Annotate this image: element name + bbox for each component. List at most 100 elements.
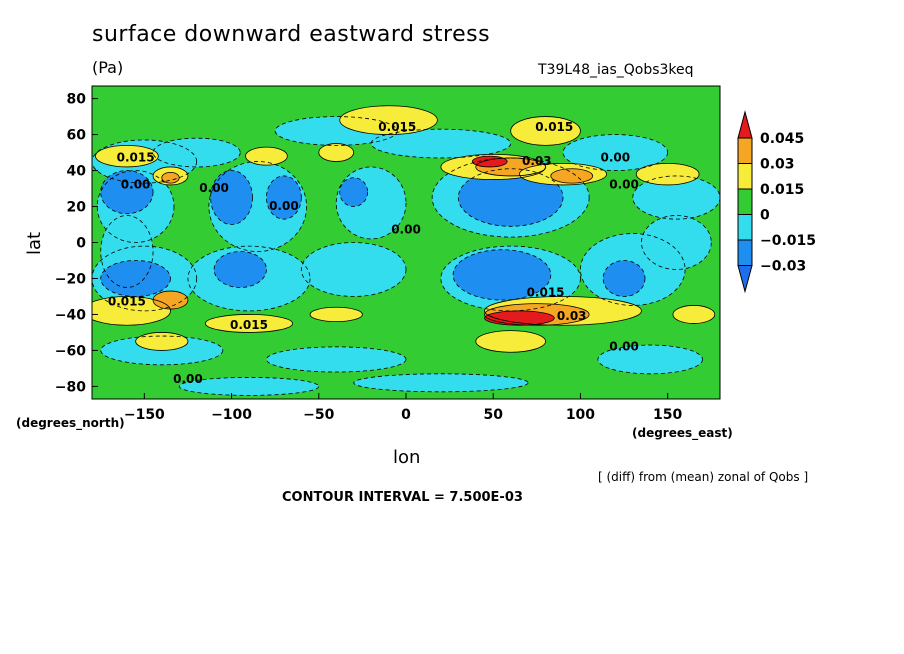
field-region xyxy=(475,330,546,353)
field-region xyxy=(632,175,720,220)
colorbar-segment xyxy=(737,214,753,241)
contour-label: 0.00 xyxy=(609,178,639,192)
field-region xyxy=(453,249,551,301)
contour-line xyxy=(672,305,716,324)
field-region xyxy=(100,260,171,297)
colorbar-bottom-arrow xyxy=(737,265,753,294)
contour-line xyxy=(152,290,189,310)
contour-line xyxy=(135,332,189,351)
contour-line xyxy=(266,346,407,373)
colorbar-segment xyxy=(737,137,753,164)
colorbar-label: 0.03 xyxy=(760,157,795,173)
axes: −150 −100 −50 0 50 100 150 80 60 40 20 0 −20 −40 −60 −8… xyxy=(55,92,683,423)
contour-line xyxy=(370,128,512,159)
contour-line xyxy=(475,157,546,177)
chart-title: surface downward eastward stress xyxy=(92,22,491,47)
contour-label: 0.00 xyxy=(609,339,639,353)
y-tick-label: 0 xyxy=(76,236,86,252)
field-region xyxy=(179,377,319,396)
contour-line xyxy=(562,134,669,171)
x-tick-label: −150 xyxy=(124,407,165,423)
contour-line xyxy=(96,170,175,243)
contour-line xyxy=(100,170,154,215)
x-tick-label: 50 xyxy=(483,407,503,423)
contour-label: 0.03 xyxy=(557,309,587,323)
contour-line xyxy=(440,245,581,312)
contour-label: 0.03 xyxy=(522,154,552,168)
chart-units: (Pa) xyxy=(92,58,124,77)
field-region xyxy=(672,305,715,324)
colorbar-segment xyxy=(737,163,753,190)
contour-line xyxy=(245,146,288,166)
colorbar-label: 0.015 xyxy=(760,182,804,198)
colorbar: 0.045 0.03 0.015 0 −0.015 −0.03 xyxy=(737,110,816,294)
contour-line xyxy=(92,296,171,326)
field-region xyxy=(210,170,253,225)
field-region xyxy=(153,291,188,310)
field-region xyxy=(266,175,302,220)
contour-label: 0.00 xyxy=(391,223,421,237)
y-axis-label: lat xyxy=(24,231,45,255)
contour-line xyxy=(484,303,590,326)
contour-line xyxy=(95,144,159,168)
colorbar-label: −0.03 xyxy=(760,259,806,275)
field-region xyxy=(153,138,241,167)
contour-line xyxy=(152,137,241,168)
contour-line xyxy=(597,344,703,375)
contour-line xyxy=(152,166,189,186)
contour-line xyxy=(335,166,407,240)
x-tick-label: −100 xyxy=(211,407,252,423)
field-region xyxy=(339,105,438,135)
contour-line xyxy=(300,242,407,297)
contour-label: 0.00 xyxy=(199,181,229,195)
contour-label: 0.015 xyxy=(230,318,268,332)
field-region xyxy=(603,260,645,297)
contour-line xyxy=(318,143,355,162)
contour-label: 0.00 xyxy=(121,178,151,192)
contour-label: 0.00 xyxy=(601,151,631,165)
field-region xyxy=(245,147,288,166)
contour-line xyxy=(92,245,198,312)
field-region xyxy=(310,307,363,322)
run-id: T39L48_ias_Qobs3keq xyxy=(538,62,694,78)
contour-line xyxy=(210,170,253,225)
field-region xyxy=(339,177,368,207)
contour-line xyxy=(484,310,555,326)
contour-line xyxy=(550,168,594,184)
contour-line xyxy=(353,373,529,393)
colorbar-label: 0.045 xyxy=(760,131,804,147)
colorbar-top-arrow xyxy=(737,110,753,139)
contour-line xyxy=(484,296,642,326)
difference-note: [ (diff) from (mean) zonal of Qobs ] xyxy=(598,470,809,484)
contour-label: 0.015 xyxy=(108,294,146,308)
y-tick-label: 60 xyxy=(67,128,87,144)
y-tick-label: −60 xyxy=(55,343,86,359)
x-tick-label: 0 xyxy=(401,407,411,423)
y-tick-label: 40 xyxy=(67,164,87,180)
contour-interval: CONTOUR INTERVAL = 7.500E-03 xyxy=(282,490,523,505)
field-region xyxy=(597,345,703,374)
contour-line xyxy=(309,306,363,323)
contour-line xyxy=(213,251,267,288)
contour-line xyxy=(100,215,154,288)
contour-line xyxy=(602,260,646,297)
x-axis-units: (degrees_east) xyxy=(632,426,733,440)
field-region xyxy=(266,346,406,373)
y-tick-label: −20 xyxy=(55,271,86,287)
contour-line xyxy=(178,377,320,396)
field-region xyxy=(301,242,406,297)
colorbar-label: 0 xyxy=(760,208,770,224)
contour-line xyxy=(580,233,686,306)
contour-line xyxy=(339,105,438,135)
contour-line xyxy=(471,155,508,168)
colorbar-segment xyxy=(737,188,753,215)
contour-line xyxy=(632,175,720,220)
field-region xyxy=(100,170,154,214)
x-axis-label: lon xyxy=(393,447,421,468)
contour-line xyxy=(475,330,546,353)
field-region xyxy=(214,251,267,288)
y-tick-label: 80 xyxy=(67,92,87,108)
field-region xyxy=(510,116,581,146)
contour-label: 0.015 xyxy=(527,285,565,299)
